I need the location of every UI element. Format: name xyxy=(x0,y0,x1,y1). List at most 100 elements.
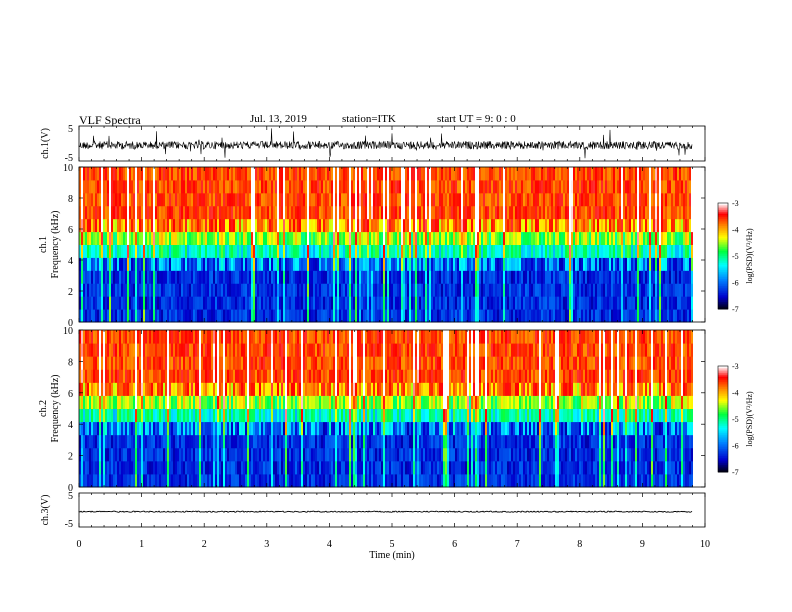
spectrogram-cell xyxy=(117,356,119,370)
spectrogram-cell xyxy=(215,460,217,475)
spectrogram-cell xyxy=(689,296,691,310)
spectrogram-cell xyxy=(503,192,505,207)
spectrogram-cell xyxy=(249,167,251,181)
spectrogram-cell xyxy=(611,309,613,323)
spectrogram-cell xyxy=(147,447,149,462)
spectrogram-cell xyxy=(499,205,501,220)
spectrogram-cell xyxy=(247,231,249,245)
spectrogram-cell xyxy=(671,309,673,323)
spectrogram-cell xyxy=(247,192,249,207)
spectrogram-cell xyxy=(649,244,651,258)
spectrogram-cell xyxy=(215,395,217,409)
spectrogram-cell xyxy=(355,283,357,297)
spectrogram-cell xyxy=(83,192,85,207)
spectrogram-cell xyxy=(529,179,531,194)
spectrogram-cell xyxy=(585,179,587,194)
spectrogram-cell xyxy=(287,218,289,233)
spectrogram-cell xyxy=(213,244,215,258)
spectrogram-cell xyxy=(347,244,349,258)
spectrogram-cell xyxy=(87,205,89,220)
spectrogram-cell xyxy=(575,231,577,245)
spectrogram-cell xyxy=(463,257,465,271)
spectrogram-cell xyxy=(597,205,599,220)
spectrogram-cell xyxy=(91,473,93,488)
spectrogram-cell xyxy=(413,192,415,207)
spectrogram-cell xyxy=(657,231,659,245)
spectrogram-cell xyxy=(591,231,593,245)
spectrogram-cell xyxy=(651,167,653,181)
spectrogram-cell xyxy=(637,205,639,220)
spectrogram-cell xyxy=(89,369,91,383)
spectrogram-cell xyxy=(317,270,319,284)
spectrogram-cell xyxy=(577,167,579,181)
spectrogram-cell xyxy=(659,283,661,297)
spectrogram-cell xyxy=(95,179,97,194)
spectrogram-cell xyxy=(161,382,163,396)
spectrogram-cell xyxy=(133,218,135,233)
spectrogram-cell xyxy=(91,395,93,409)
spectrogram-cell xyxy=(275,270,277,284)
spectrogram-cell xyxy=(105,447,107,462)
spectrogram-cell xyxy=(513,244,515,258)
spectrogram-cell xyxy=(189,257,191,271)
spectrogram-cell xyxy=(129,382,131,396)
spectrogram-cell xyxy=(207,382,209,396)
spectrogram-cell xyxy=(643,218,645,233)
spectrogram-cell xyxy=(563,257,565,271)
spectrogram-cell xyxy=(493,218,495,233)
spectrogram-cell xyxy=(165,330,167,344)
spectrogram-cell xyxy=(163,330,165,344)
spectrogram-cell xyxy=(487,296,489,310)
spectrogram-cell xyxy=(503,179,505,194)
spectrogram-cell xyxy=(141,192,143,207)
spectrogram-cell xyxy=(285,167,287,181)
spectrogram-cell xyxy=(83,343,85,357)
spectrogram-cell xyxy=(549,231,551,245)
spectrogram-cell xyxy=(211,421,213,436)
colorbar-cell xyxy=(718,245,728,248)
spectrogram-cell xyxy=(537,283,539,297)
spectrogram-cell xyxy=(113,343,115,357)
spectrogram-cell xyxy=(369,296,371,310)
spectrogram-cell xyxy=(253,270,255,284)
spectrogram-cell xyxy=(191,421,193,436)
spectrogram-cell xyxy=(115,408,117,423)
spectrogram-cell xyxy=(205,244,207,258)
spectrogram-cell xyxy=(621,257,623,271)
spectrogram-cell xyxy=(179,447,181,462)
spectrogram-cell xyxy=(139,460,141,475)
spectrogram-cell xyxy=(171,167,173,181)
spectrogram-cell xyxy=(435,192,437,207)
spectrogram-cell xyxy=(233,369,235,383)
spectrogram-cell xyxy=(341,231,343,245)
spectrogram-cell xyxy=(289,257,291,271)
spectrogram-cell xyxy=(179,330,181,344)
spectrogram-cell xyxy=(659,270,661,284)
spectrogram-cell xyxy=(297,309,299,323)
spectrogram-cell xyxy=(185,244,187,258)
spectrogram-cell xyxy=(509,218,511,233)
spectrogram-cell xyxy=(243,356,245,370)
spectrogram-cell xyxy=(581,167,583,181)
spectrogram-cell xyxy=(519,309,521,323)
spectrogram-cell xyxy=(147,309,149,323)
spectrogram-cell xyxy=(165,309,167,323)
spectrogram-cell xyxy=(349,218,351,233)
spectrogram-cell xyxy=(153,192,155,207)
spectrogram-cell xyxy=(457,231,459,245)
spectrogram-cell xyxy=(667,244,669,258)
spectrogram-cell xyxy=(523,257,525,271)
spectrogram-cell xyxy=(191,244,193,258)
spectrogram-cell xyxy=(547,270,549,284)
spectrogram-cell xyxy=(547,257,549,271)
spectrogram-cell xyxy=(79,283,81,297)
spectrogram-cell xyxy=(689,179,691,194)
spectrogram-cell xyxy=(675,283,677,297)
spectrogram-cell xyxy=(155,309,157,323)
spectrogram-cell xyxy=(235,434,237,449)
spectrogram-cell xyxy=(113,270,115,284)
spectrogram-cell xyxy=(545,231,547,245)
spectrogram-cell xyxy=(221,408,223,423)
spectrogram-cell xyxy=(615,192,617,207)
spectrogram-cell xyxy=(641,231,643,245)
